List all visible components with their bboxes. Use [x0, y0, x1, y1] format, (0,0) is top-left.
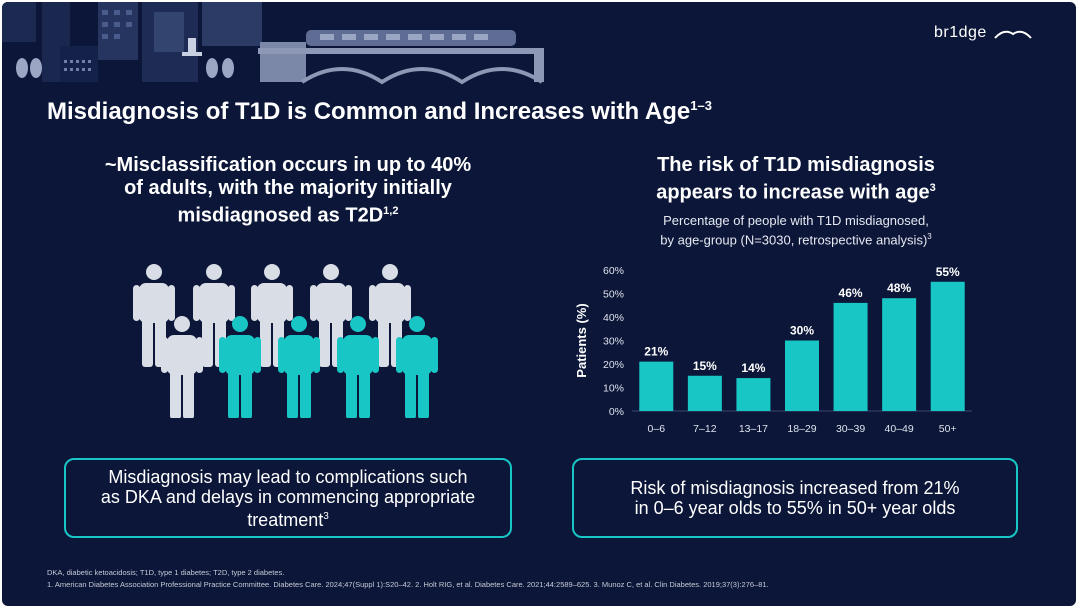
bar-value-label: 55%	[936, 265, 960, 279]
person-misdiagnosed-icon	[219, 316, 261, 418]
right-heading-sup: 3	[929, 182, 936, 194]
bar-3	[785, 340, 819, 411]
bridge-arch-icon	[994, 30, 1032, 39]
left-heading-sup: 1,2	[383, 205, 399, 217]
left-heading-line2: of adults, with the majority initially	[124, 177, 452, 199]
right-heading-line2: appears to increase with age	[656, 181, 930, 204]
right-heading-line1: The risk of T1D misdiagnosis	[657, 154, 935, 176]
y-tick-label: 40%	[603, 312, 624, 324]
slide-title: Misdiagnosis of T1D is Common and Increa…	[47, 98, 712, 126]
bar-value-label: 48%	[887, 281, 911, 295]
bridge-logo-text: br1dge	[934, 24, 987, 41]
x-tick-label: 13–17	[739, 423, 768, 435]
y-tick-label: 10%	[603, 383, 624, 395]
risk-callout-line1: Risk of misdiagnosis increased from 21%	[630, 478, 960, 498]
bar-value-label: 14%	[741, 361, 765, 375]
person-icon	[369, 264, 411, 367]
y-tick-label: 60%	[603, 265, 624, 277]
slide-title-sup: 1–3	[690, 98, 712, 113]
slide-title-text: Misdiagnosis of T1D is Common and Increa…	[47, 98, 691, 125]
bar-value-label: 46%	[839, 286, 863, 300]
left-heading-line1: ~Misclassification occurs in up to 40%	[104, 154, 472, 176]
bridge-logo: br1dge	[934, 24, 1033, 42]
chart-subtitle-line1: Percentage of people with T1D misdiagnos…	[663, 213, 929, 228]
left-heading: ~Misclassification occurs in up to 40% o…	[64, 154, 512, 228]
people-figures-graphic	[133, 264, 438, 418]
misdiagnosis-bar-chart: Patients (%) 0% 10% 20% 30% 40% 50% 60% 21% 0–6 15…	[574, 265, 972, 435]
person-icon	[161, 316, 203, 418]
x-tick-label: 18–29	[787, 423, 816, 435]
footnote-abbreviations: DKA, diabetic ketoacidosis; T1D, type 1 …	[47, 568, 285, 577]
bar-0	[639, 361, 674, 411]
chart-subtitle-sup: 3	[927, 232, 932, 241]
y-tick-label: 20%	[603, 359, 624, 371]
y-tick-label: 50%	[603, 289, 624, 301]
x-tick-label: 0–6	[648, 423, 666, 435]
complications-callout-text: Misdiagnosis may lead to complications s…	[100, 466, 476, 530]
risk-callout: Risk of misdiagnosis increased from 21% …	[572, 458, 1018, 538]
bar-value-label: 21%	[644, 345, 668, 359]
footnote-references: 1. American Diabetes Association Profess…	[47, 580, 769, 589]
left-heading-line3: misdiagnosed as T2D	[177, 204, 384, 227]
bar-4	[833, 302, 868, 411]
chart-subtitle-line2: by age-group (N=3030, retrospective anal…	[660, 232, 928, 248]
bar-1	[687, 375, 722, 411]
complications-callout: Misdiagnosis may lead to complications s…	[64, 458, 512, 538]
person-misdiagnosed-icon	[337, 316, 379, 418]
bar-2	[736, 378, 771, 411]
y-tick-label: 0%	[609, 406, 624, 418]
risk-callout-line2: in 0–6 year olds to 55% in 50+ year olds	[634, 498, 956, 518]
complications-callout-sup: 3	[323, 510, 329, 522]
bar-value-label: 15%	[693, 359, 717, 373]
bar-5	[882, 298, 917, 411]
x-tick-label: 40–49	[885, 423, 914, 435]
city-skyline-illustration	[2, 2, 562, 88]
y-axis-title: Patients (%)	[574, 303, 589, 377]
person-misdiagnosed-icon	[278, 316, 320, 418]
x-tick-label: 50+	[939, 423, 957, 435]
x-tick-label: 7–12	[693, 423, 717, 435]
x-tick-label: 30–39	[836, 423, 865, 435]
chart-subtitle: Percentage of people with T1D misdiagnos…	[576, 213, 1016, 248]
right-heading: The risk of T1D misdiagnosis appears to …	[576, 154, 1016, 205]
y-tick-label: 30%	[603, 336, 624, 348]
person-misdiagnosed-icon	[396, 316, 438, 418]
bar-6	[930, 281, 965, 411]
bar-value-label: 30%	[790, 324, 814, 338]
